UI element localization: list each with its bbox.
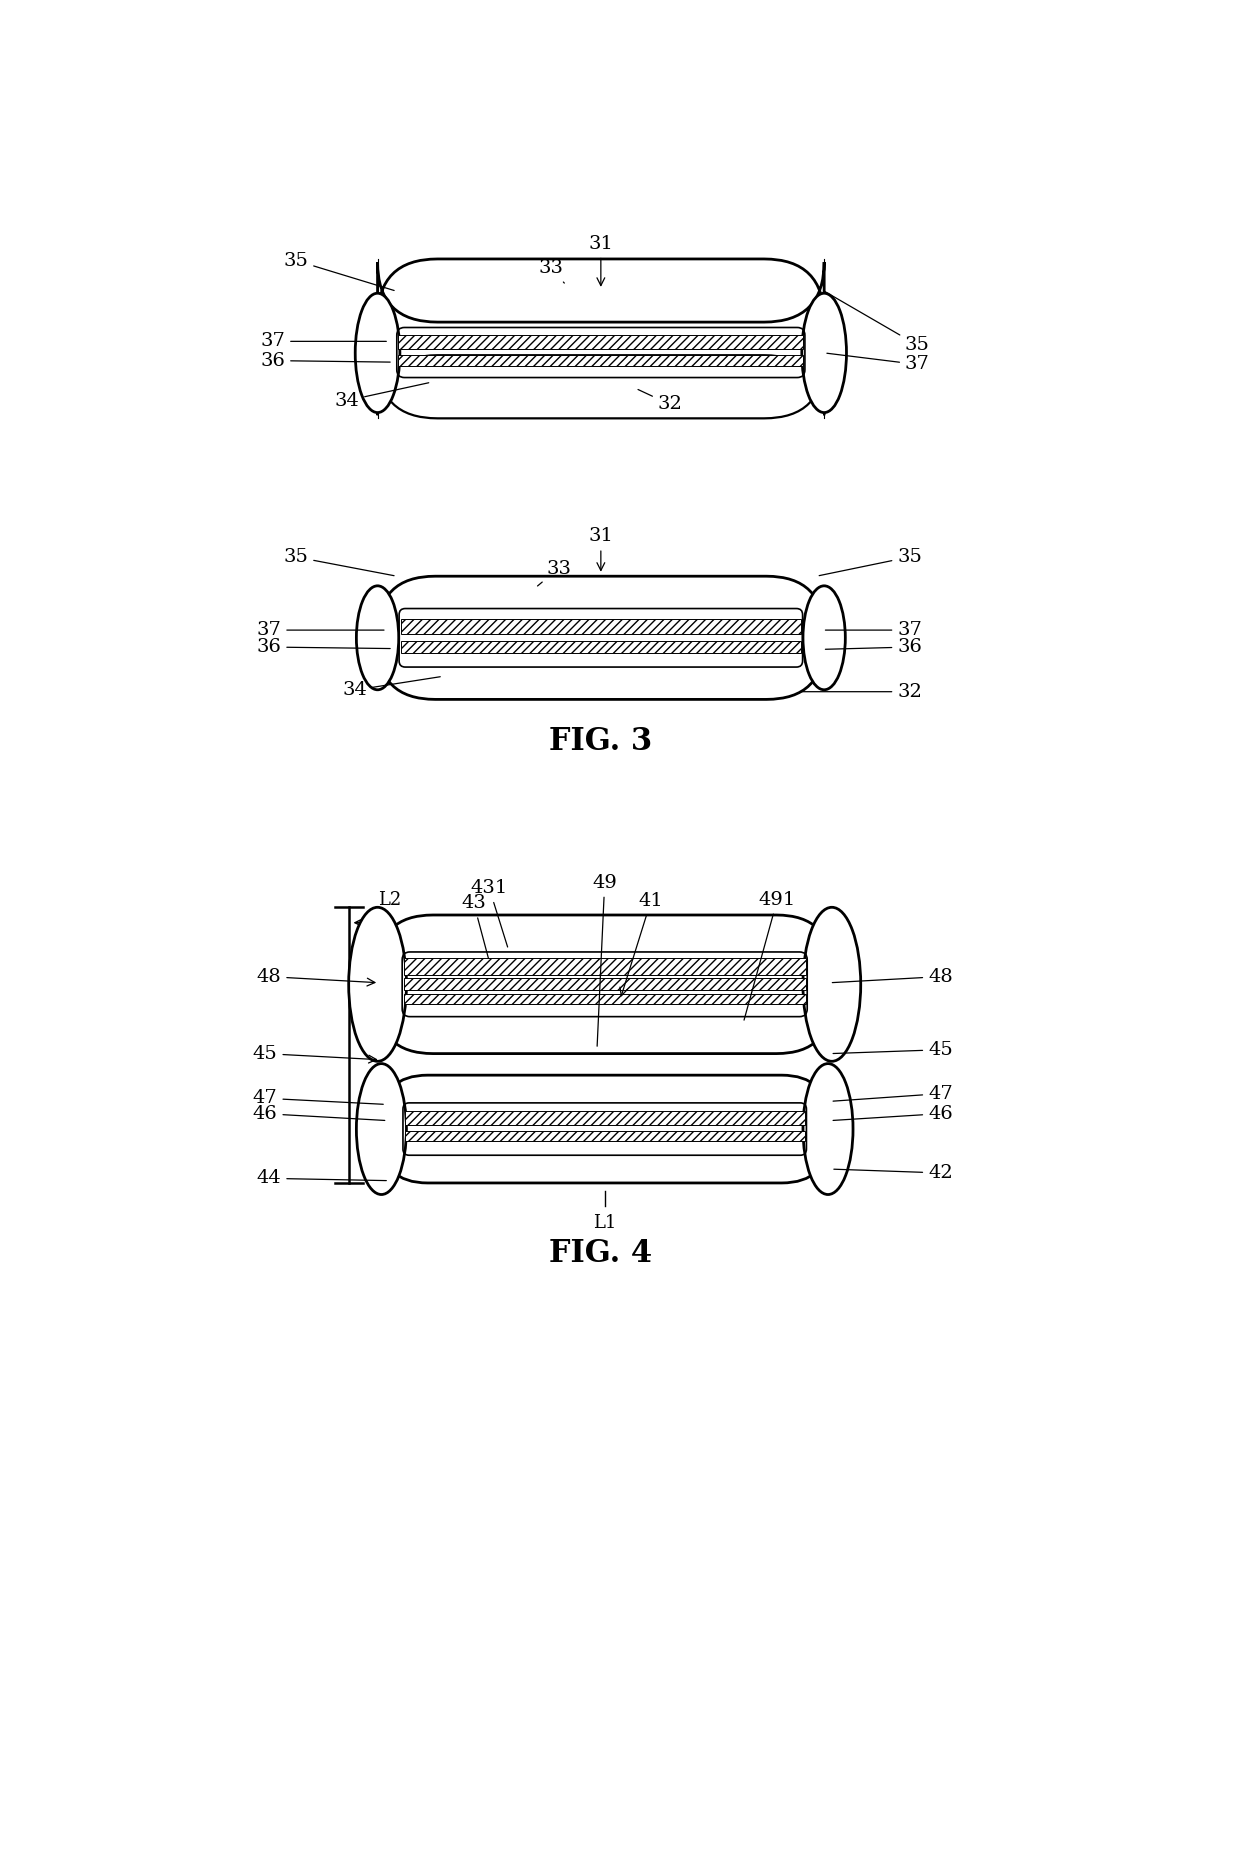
Bar (401, 618, 801, 635)
FancyBboxPatch shape (377, 916, 832, 1054)
Bar (404, 1112, 805, 1125)
Bar (401, 640, 801, 653)
Text: 35: 35 (825, 290, 930, 353)
Text: 37: 37 (826, 622, 923, 638)
Text: 48: 48 (257, 968, 374, 986)
Bar (404, 979, 806, 990)
Text: 46: 46 (833, 1104, 952, 1123)
Text: 33: 33 (537, 559, 570, 586)
Ellipse shape (356, 586, 399, 690)
Bar (404, 1130, 805, 1141)
Text: 45: 45 (253, 1045, 377, 1064)
Ellipse shape (348, 906, 407, 1062)
Text: 34: 34 (335, 383, 429, 409)
Text: 35: 35 (284, 252, 394, 290)
FancyBboxPatch shape (377, 259, 825, 322)
Text: 37: 37 (257, 622, 384, 638)
FancyBboxPatch shape (382, 1075, 828, 1182)
Ellipse shape (804, 1064, 853, 1195)
Text: 35: 35 (820, 548, 923, 575)
Text: 35: 35 (284, 548, 394, 575)
Text: L2: L2 (378, 890, 402, 908)
Text: FIG. 3: FIG. 3 (549, 727, 652, 757)
Text: 44: 44 (257, 1169, 387, 1188)
Text: 49: 49 (593, 873, 618, 1047)
Bar (404, 958, 806, 975)
Text: 33: 33 (538, 259, 564, 283)
Text: 42: 42 (833, 1164, 952, 1182)
Text: 32: 32 (800, 683, 923, 701)
Text: FIG. 4: FIG. 4 (549, 1238, 652, 1269)
Text: 47: 47 (253, 1090, 383, 1108)
Text: 31: 31 (589, 527, 614, 570)
Text: 47: 47 (833, 1084, 952, 1103)
Ellipse shape (804, 906, 861, 1062)
Text: 36: 36 (260, 352, 391, 370)
Ellipse shape (355, 292, 399, 413)
Text: 36: 36 (257, 638, 391, 657)
Text: L1: L1 (593, 1214, 616, 1232)
Text: 43: 43 (461, 894, 489, 958)
Text: 41: 41 (620, 892, 663, 995)
Bar (404, 993, 806, 1003)
Text: 36: 36 (826, 638, 923, 657)
Text: 46: 46 (253, 1104, 384, 1123)
Text: 34: 34 (342, 677, 440, 699)
Text: 431: 431 (470, 879, 508, 947)
Text: 37: 37 (260, 333, 387, 350)
Text: 37: 37 (827, 353, 930, 374)
Bar (398, 355, 804, 366)
Ellipse shape (356, 1064, 407, 1195)
FancyBboxPatch shape (377, 575, 825, 699)
Bar (398, 335, 804, 350)
Text: 491: 491 (744, 890, 796, 1019)
Text: 31: 31 (589, 235, 614, 285)
Ellipse shape (802, 292, 847, 413)
Ellipse shape (804, 586, 846, 690)
Text: 45: 45 (833, 1042, 952, 1058)
Text: 32: 32 (639, 390, 682, 414)
Text: 48: 48 (832, 968, 952, 986)
